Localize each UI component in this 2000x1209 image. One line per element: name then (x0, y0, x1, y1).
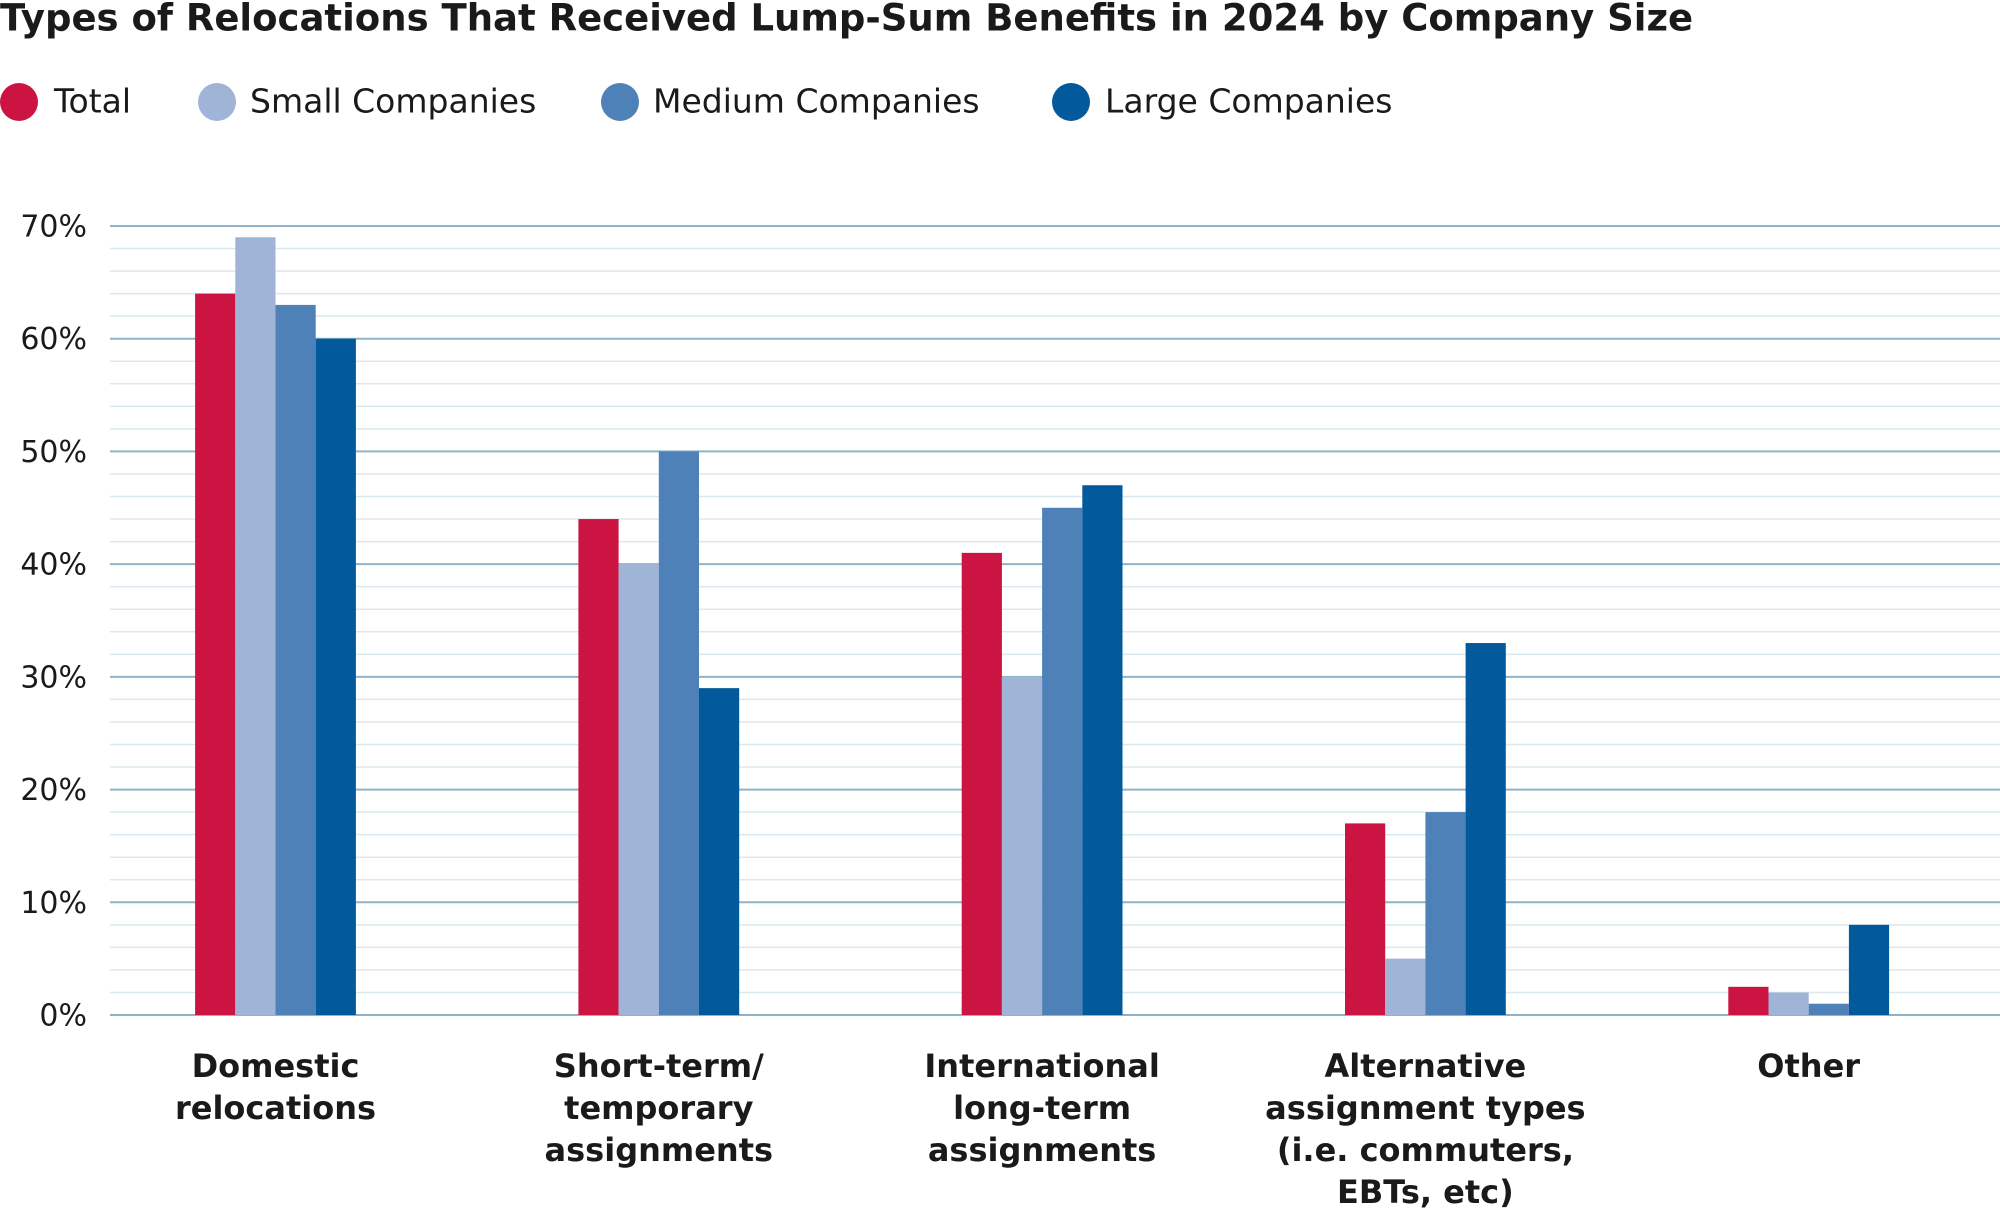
x-tick-label: Domestic relocations (174, 1047, 377, 1127)
bar (961, 552, 1002, 1015)
y-tick-label: 40% (20, 548, 87, 583)
bar (1848, 924, 1890, 1015)
legend-swatch (198, 83, 236, 121)
legend-label: Medium Companies (653, 82, 980, 121)
bar (275, 304, 316, 1015)
legend-swatch (601, 83, 639, 121)
y-tick-label: 20% (20, 773, 87, 808)
bar (1425, 812, 1466, 1015)
bar (1465, 643, 1506, 1015)
legend-swatch (1052, 83, 1090, 121)
x-tick-label: International long-term assignments (924, 1047, 1160, 1169)
bar (1001, 676, 1043, 1015)
x-tick-label: Short-term/ temporary assignments (544, 1047, 774, 1169)
y-tick-label: 50% (20, 435, 87, 470)
bar (195, 293, 236, 1016)
legend-label: Large Companies (1105, 82, 1392, 121)
y-tick-label: 70% (20, 210, 87, 245)
y-tick-label: 30% (20, 660, 87, 695)
x-tick-label: Other (1757, 1047, 1861, 1085)
chart-title: Types of Relocations That Received Lump-… (0, 0, 1693, 40)
bar (618, 564, 659, 1015)
bar (1808, 1003, 1849, 1015)
bar (315, 338, 356, 1015)
bar (1042, 507, 1083, 1015)
y-tick-label: 60% (20, 322, 87, 357)
bar (1728, 986, 1769, 1015)
y-tick-label: 0% (39, 999, 87, 1034)
legend-swatch (0, 83, 38, 121)
bar (1768, 992, 1809, 1015)
bar (578, 519, 619, 1015)
legend-label: Small Companies (250, 82, 536, 121)
bar (1082, 485, 1123, 1015)
bar (699, 688, 740, 1015)
bar (1345, 823, 1386, 1015)
bar (658, 451, 699, 1015)
x-tick-label: Alternative assignment types (i.e. commu… (1265, 1047, 1586, 1209)
y-tick-label: 10% (20, 886, 87, 921)
bar (235, 237, 276, 1015)
legend-label: Total (53, 82, 131, 121)
bar (1385, 958, 1426, 1015)
